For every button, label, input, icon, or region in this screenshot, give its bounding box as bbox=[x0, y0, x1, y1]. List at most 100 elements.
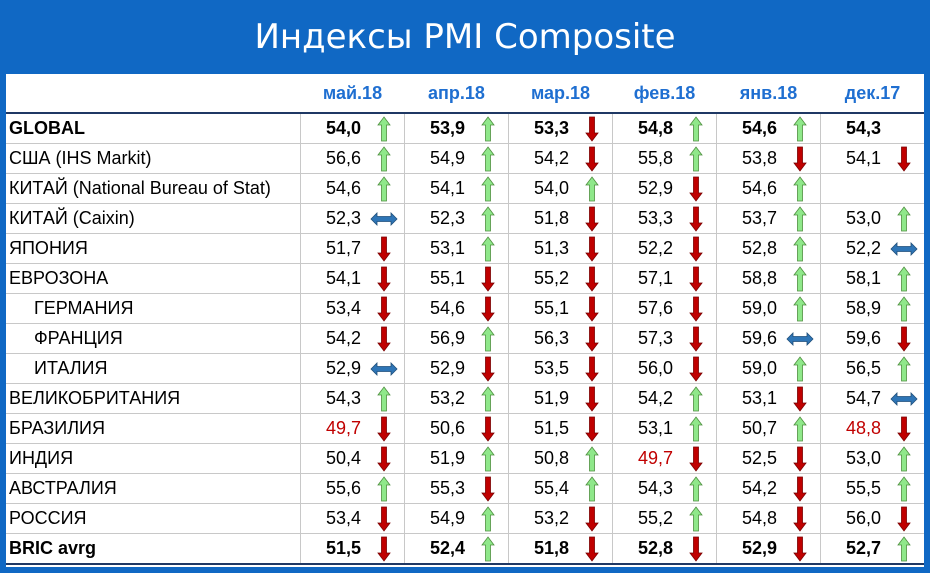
trend-cell bbox=[884, 233, 925, 264]
value-cell: 53,7 bbox=[716, 203, 781, 234]
arrow-down-icon bbox=[376, 506, 391, 532]
arrow-up-icon bbox=[480, 175, 495, 201]
arrow-down-icon bbox=[584, 266, 599, 292]
value-cell: 52,9 bbox=[300, 353, 364, 384]
trend-cell bbox=[572, 112, 613, 144]
trend-cell bbox=[468, 143, 509, 174]
arrow-up-icon bbox=[376, 475, 391, 501]
arrow-up-icon bbox=[584, 175, 599, 201]
trend-cell bbox=[884, 323, 925, 354]
arrow-up-icon bbox=[897, 295, 911, 321]
trend-cell bbox=[468, 533, 509, 565]
value-cell: 55,2 bbox=[612, 503, 677, 534]
arrow-left-right-icon bbox=[786, 332, 814, 347]
arrow-down-icon bbox=[688, 206, 703, 232]
trend-cell bbox=[364, 112, 405, 144]
trend-cell bbox=[676, 353, 717, 384]
arrow-down-icon bbox=[897, 146, 911, 172]
value-cell: 57,3 bbox=[612, 323, 677, 354]
arrow-down-icon bbox=[688, 356, 703, 382]
arrow-up-icon bbox=[792, 175, 807, 201]
arrow-down-icon bbox=[584, 326, 599, 352]
arrow-down-icon bbox=[792, 386, 807, 412]
trend-cell bbox=[364, 143, 405, 174]
value-cell: 54,0 bbox=[508, 173, 572, 204]
trend-cell bbox=[780, 293, 821, 324]
trend-cell bbox=[780, 383, 821, 414]
arrow-down-icon bbox=[688, 176, 703, 202]
value-cell: 51,8 bbox=[508, 203, 572, 234]
value-cell: 58,1 bbox=[820, 263, 885, 294]
header-corner bbox=[6, 74, 300, 113]
arrow-down-icon bbox=[792, 446, 807, 472]
value-cell: 56,5 bbox=[820, 353, 885, 384]
column-header: май.18 bbox=[322, 83, 383, 103]
trend-cell bbox=[572, 233, 613, 264]
trend-cell bbox=[780, 323, 821, 354]
trend-cell bbox=[780, 473, 821, 504]
value-cell: 52,9 bbox=[404, 353, 468, 384]
trend-cell bbox=[364, 383, 405, 414]
arrow-up-icon bbox=[480, 205, 495, 231]
trend-cell bbox=[468, 263, 509, 294]
arrow-left-right-icon bbox=[890, 242, 918, 257]
value-cell: 55,2 bbox=[508, 263, 572, 294]
value-cell: 56,9 bbox=[404, 323, 468, 354]
arrow-down-icon bbox=[897, 416, 911, 442]
arrow-down-icon bbox=[897, 326, 911, 352]
trend-cell bbox=[364, 413, 405, 444]
value-cell: 53,4 bbox=[300, 293, 364, 324]
trend-cell bbox=[884, 473, 925, 504]
arrow-down-icon bbox=[584, 386, 599, 412]
value-cell: 53,0 bbox=[820, 443, 885, 474]
table-body: GLOBAL 54,0 53,9 53,3 54,8 54,6 54,3 США (IHS M… bbox=[6, 112, 925, 565]
value-cell: 53,9 bbox=[404, 112, 468, 144]
trend-cell bbox=[676, 533, 717, 565]
trend-cell bbox=[572, 263, 613, 294]
row-label: ЯПОНИЯ bbox=[6, 233, 301, 264]
value-cell: 51,5 bbox=[508, 413, 572, 444]
value-cell: 52,9 bbox=[612, 173, 677, 204]
value-cell: 53,3 bbox=[612, 203, 677, 234]
arrow-down-icon bbox=[376, 416, 391, 442]
value-cell: 54,9 bbox=[404, 503, 468, 534]
row-label: КИТАЙ (Caixin) bbox=[6, 203, 301, 234]
value-cell: 51,9 bbox=[508, 383, 572, 414]
value-cell: 53,8 bbox=[716, 143, 781, 174]
arrow-up-icon bbox=[792, 115, 807, 141]
trend-cell bbox=[468, 112, 509, 144]
arrow-up-icon bbox=[897, 355, 911, 381]
arrow-up-icon bbox=[897, 535, 911, 561]
arrow-up-icon bbox=[897, 475, 911, 501]
row-label: АВСТРАЛИЯ bbox=[6, 473, 301, 504]
arrow-up-icon bbox=[688, 145, 703, 171]
trend-cell bbox=[676, 143, 717, 174]
arrow-up-icon bbox=[897, 445, 911, 471]
value-cell: 53,3 bbox=[508, 112, 572, 144]
table-row: GLOBAL 54,0 53,9 53,3 54,8 54,6 54,3 bbox=[6, 112, 925, 144]
value-cell: 54,0 bbox=[300, 112, 364, 144]
value-cell: 57,1 bbox=[612, 263, 677, 294]
value-cell: 53,4 bbox=[300, 503, 364, 534]
value-cell: 54,3 bbox=[300, 383, 364, 414]
trend-cell bbox=[468, 293, 509, 324]
trend-cell bbox=[572, 323, 613, 354]
value-cell: 54,8 bbox=[716, 503, 781, 534]
value-cell: 55,4 bbox=[508, 473, 572, 504]
trend-cell bbox=[780, 353, 821, 384]
value-cell: 55,1 bbox=[508, 293, 572, 324]
trend-cell bbox=[676, 263, 717, 294]
arrow-up-icon bbox=[480, 535, 495, 561]
value-cell: 54,2 bbox=[716, 473, 781, 504]
arrow-down-icon bbox=[688, 536, 703, 562]
value-cell: 53,0 bbox=[820, 203, 885, 234]
trend-cell bbox=[468, 413, 509, 444]
trend-cell bbox=[676, 503, 717, 534]
arrow-down-icon bbox=[584, 206, 599, 232]
trend-cell bbox=[364, 323, 405, 354]
value-cell: 52,3 bbox=[300, 203, 364, 234]
value-cell: 54,6 bbox=[716, 173, 781, 204]
value-cell: 53,5 bbox=[508, 353, 572, 384]
arrow-down-icon bbox=[480, 356, 495, 382]
value-cell: 52,8 bbox=[716, 233, 781, 264]
